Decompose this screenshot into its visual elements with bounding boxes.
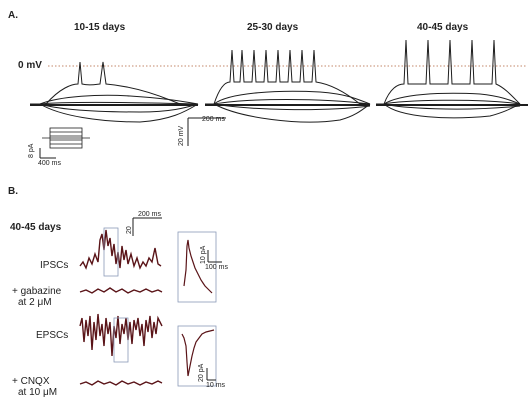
epsc-inset-scale-time: 10 ms [206, 382, 226, 389]
cnqx-label-line2: at 10 μM [18, 387, 58, 398]
epsc-selection-box [113, 317, 129, 363]
ipsc-inset-trace [183, 239, 213, 294]
ipsc-inset-box [177, 231, 217, 303]
panel-b-scale-time: 200 ms [138, 211, 161, 218]
zero-mv-label: 0 mV [18, 60, 42, 71]
ipsc-inset-scale-amp: 10 pA [200, 245, 207, 264]
epsc-inset-scale-bar [206, 368, 216, 381]
traces-40-45 [376, 39, 528, 119]
gabazine-label-line1: + gabazine [12, 286, 62, 297]
age-label-25-30: 25-30 days [247, 22, 299, 33]
ipsc-inset-scale-time: 100 ms [205, 264, 228, 271]
cnqx-label-line1: + CNQX [12, 376, 50, 387]
traces-10-15 [30, 61, 199, 123]
voltage-scale-time: 200 ms [202, 116, 225, 123]
epscs-label: EPSCs [36, 330, 69, 341]
epsc-inset-box [177, 325, 217, 387]
voltage-scale-bar [187, 117, 226, 146]
gabazine-label-line2: at 2 μM [18, 297, 52, 308]
current-scale-bar [39, 148, 56, 159]
epsc-trace [79, 313, 163, 357]
ipscs-label: IPSCs [40, 260, 69, 271]
gabazine-trace [79, 287, 163, 294]
panel-b-label: B. [8, 186, 18, 197]
panel-b-age-label: 40-45 days [10, 222, 62, 233]
panel-a-label: A. [8, 10, 18, 21]
current-step-protocol [42, 127, 90, 149]
traces-25-30 [205, 49, 371, 123]
ipsc-inset-scale-bar [207, 250, 222, 263]
ipsc-trace [79, 229, 162, 270]
epsc-inset-scale-amp: 20 pA [198, 363, 205, 382]
epsc-inset-trace [181, 329, 215, 377]
panel-b-scale-amp: 20 [126, 226, 133, 234]
ipsc-selection-box [103, 227, 119, 277]
cnqx-trace [79, 380, 163, 386]
age-label-40-45: 40-45 days [417, 22, 469, 33]
current-scale-time: 400 ms [38, 160, 61, 167]
age-label-10-15: 10-15 days [74, 22, 126, 33]
panel-b-scale-bar [132, 217, 162, 236]
